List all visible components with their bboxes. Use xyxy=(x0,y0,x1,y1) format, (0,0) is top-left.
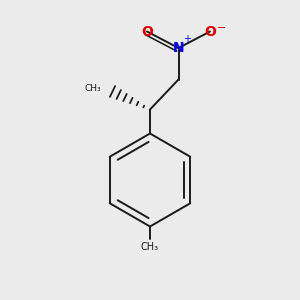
Text: CH₃: CH₃ xyxy=(85,84,101,93)
Text: −: − xyxy=(217,23,227,34)
Text: N: N xyxy=(173,41,184,55)
Text: CH₃: CH₃ xyxy=(141,242,159,253)
Text: O: O xyxy=(141,25,153,38)
Text: O: O xyxy=(204,25,216,38)
Text: +: + xyxy=(184,34,191,44)
